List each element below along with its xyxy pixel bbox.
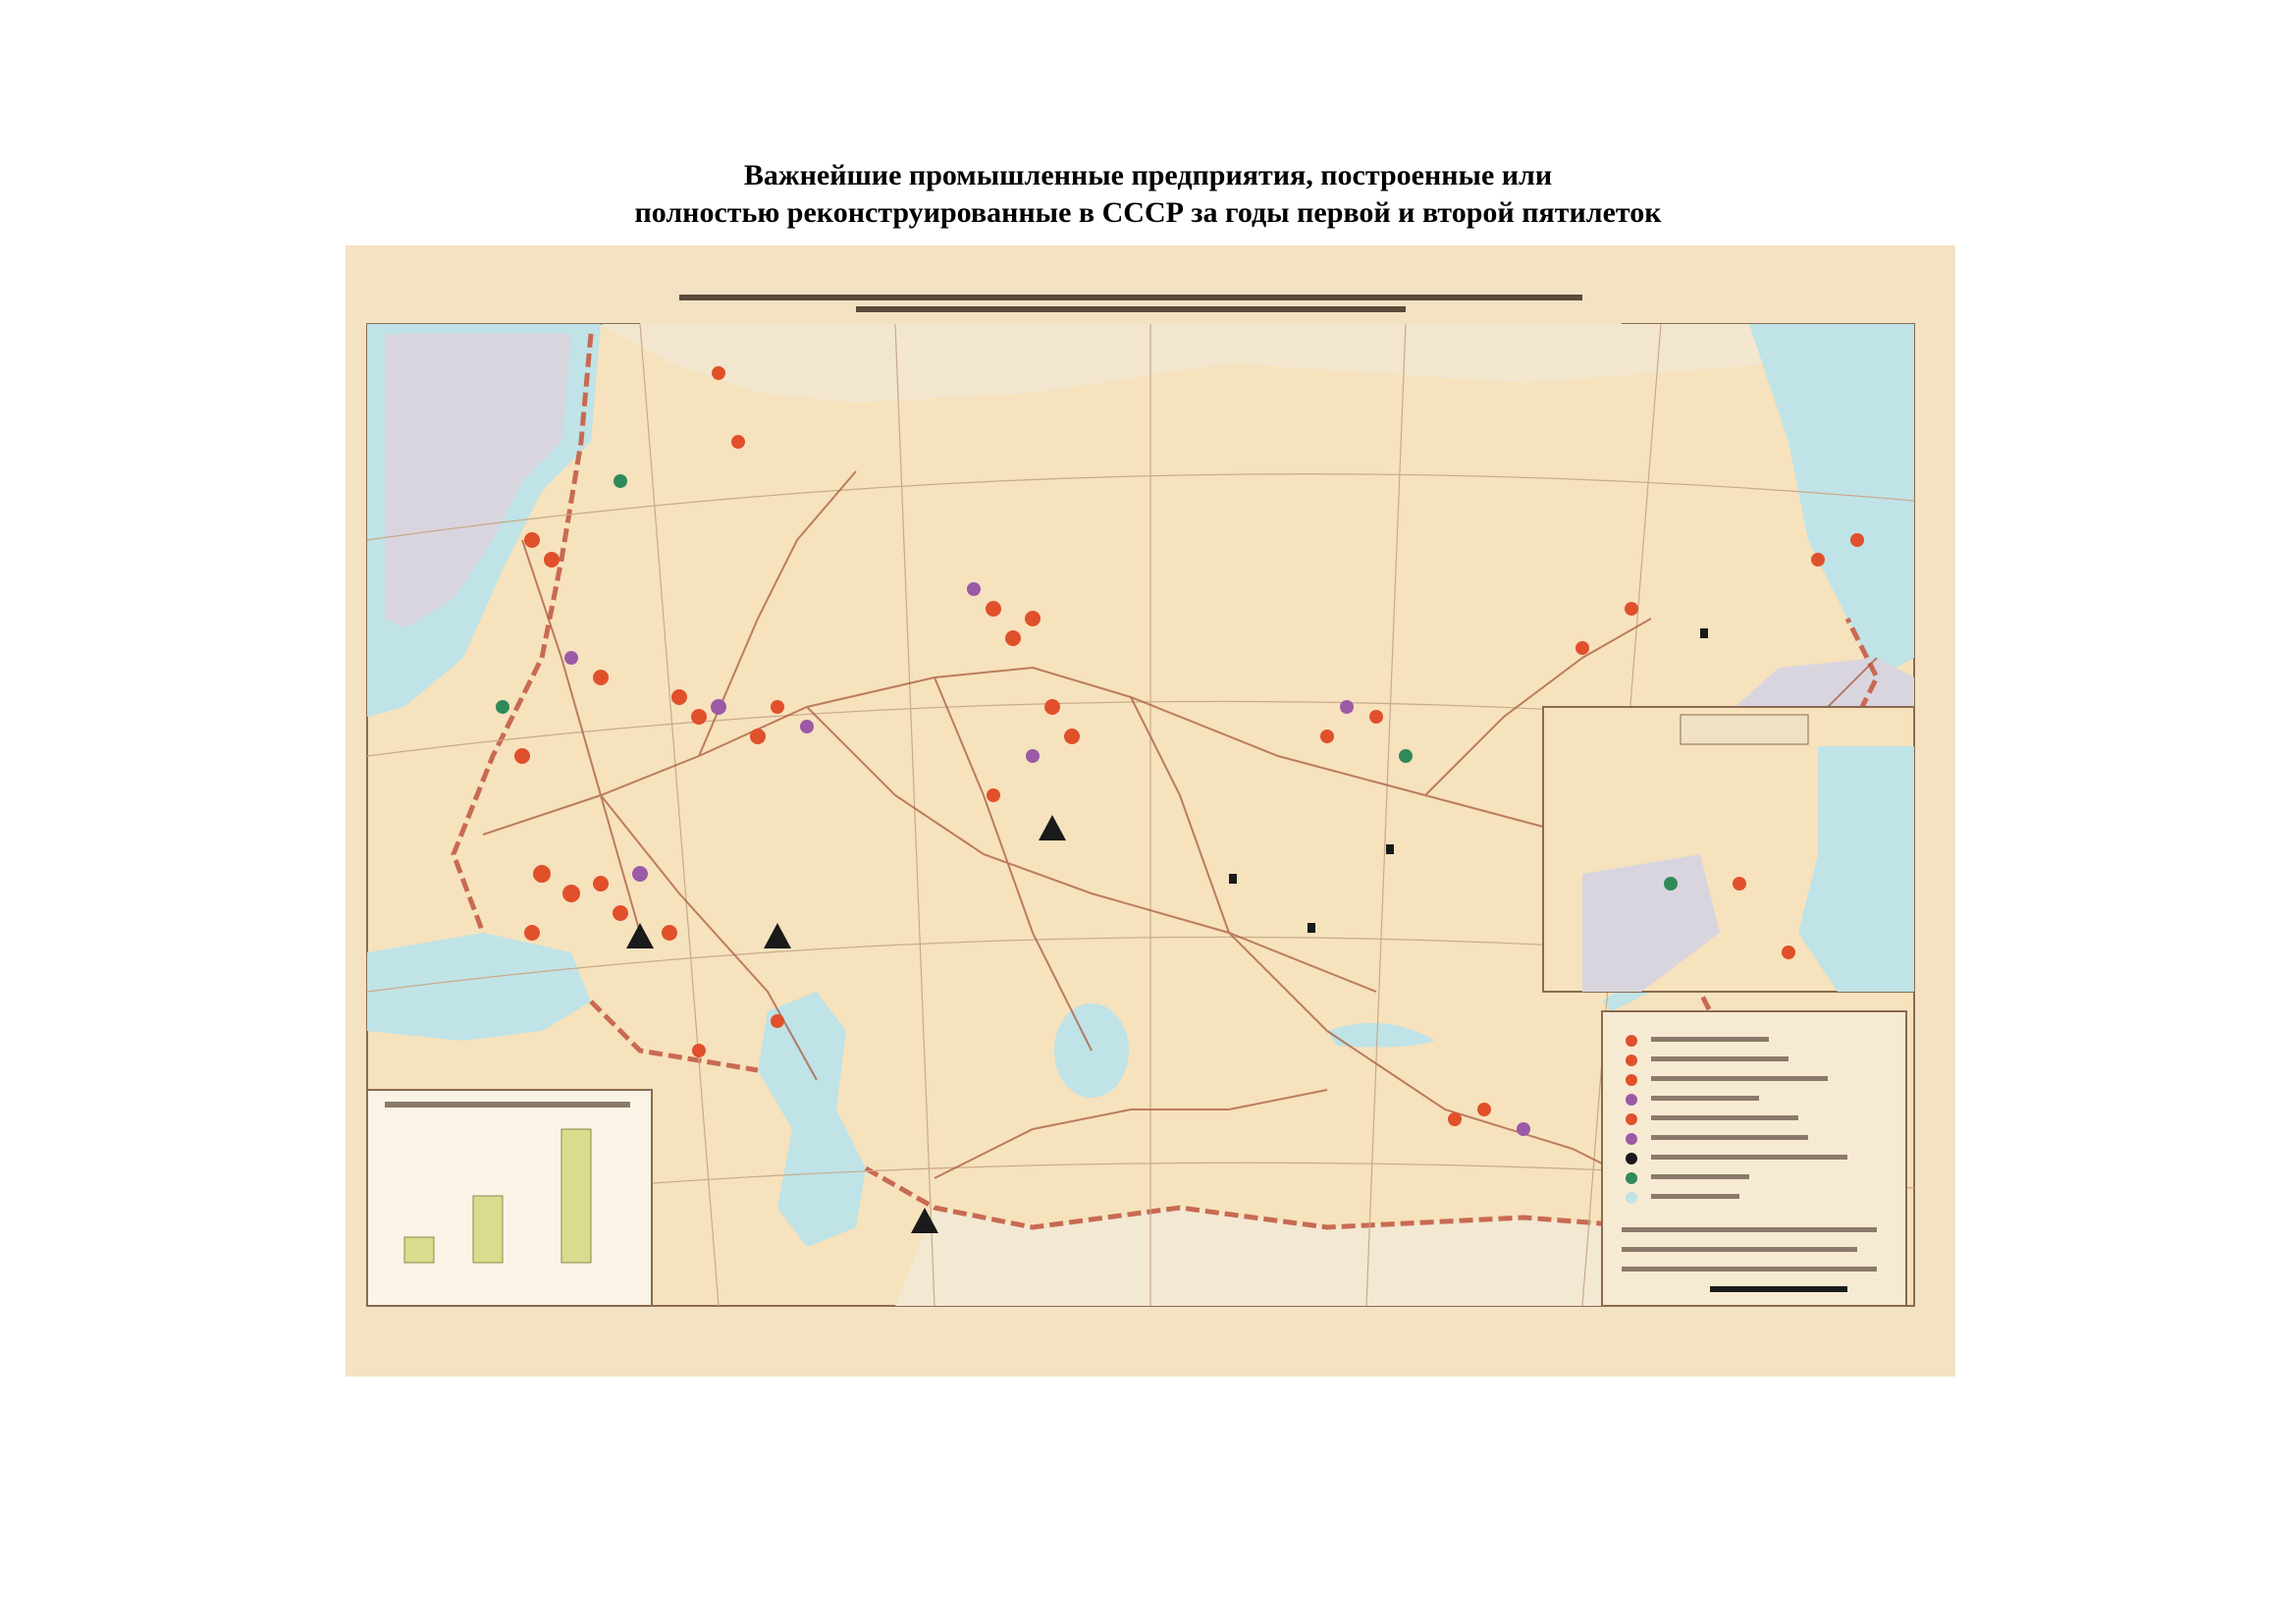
growth-bar-1: [403, 1236, 435, 1264]
black-sea: [367, 933, 591, 1041]
enterprise-marker-icon: [562, 885, 580, 902]
enterprise-marker-icon: [1320, 730, 1334, 743]
enterprise-marker-icon: [1369, 710, 1383, 724]
foreign-land-west: [385, 334, 571, 628]
enterprise-marker-icon: [1850, 533, 1864, 547]
growth-chart-title: [385, 1102, 630, 1108]
enterprise-marker-icon: [564, 651, 578, 665]
legend-text-lines: [1622, 1037, 1877, 1271]
scale-bar: [1710, 1286, 1847, 1292]
enterprise-marker-icon: [1517, 1122, 1530, 1136]
enterprise-marker-icon: [1340, 700, 1354, 714]
enterprise-marker-icon: [1477, 1103, 1491, 1116]
enterprise-marker-icon: [496, 700, 509, 714]
title-line-2: полностью реконструированные в СССР за г…: [634, 196, 1662, 229]
enterprise-marker-icon: [662, 925, 677, 941]
ussr-industry-map: [346, 245, 1955, 1377]
enterprise-marker-icon: [1044, 699, 1060, 715]
foreign-land-south: [895, 1208, 1739, 1306]
enterprise-markers: [496, 366, 1864, 1233]
mining-marker-icon: [1386, 844, 1394, 854]
enterprise-marker-icon: [524, 925, 540, 941]
enterprise-marker-icon: [1625, 602, 1638, 616]
balkhash-lake: [1327, 1023, 1435, 1048]
enterprise-marker-icon: [800, 720, 814, 733]
enterprise-marker-icon: [1399, 749, 1413, 763]
triangle-marker-icon: [1039, 815, 1066, 840]
enterprise-marker-icon: [614, 474, 627, 488]
enterprise-marker-icon: [544, 552, 560, 568]
enterprise-marker-icon: [1005, 630, 1021, 646]
enterprise-marker-icon: [1575, 641, 1589, 655]
growth-bar-3: [561, 1128, 592, 1264]
enterprise-marker-icon: [1782, 946, 1795, 959]
far-east-inset-foreign: [1582, 854, 1720, 992]
far-east-inset-title-box: [1680, 714, 1809, 745]
enterprise-marker-icon: [1664, 877, 1678, 891]
enterprise-marker-icon: [514, 748, 530, 764]
enterprise-marker-icon: [986, 601, 1001, 617]
enterprise-marker-icon: [711, 699, 726, 715]
enterprise-marker-icon: [1733, 877, 1746, 891]
enterprise-marker-icon: [967, 582, 981, 596]
legend-swatches: [1626, 1035, 1637, 1204]
enterprise-marker-icon: [1811, 553, 1825, 567]
enterprise-marker-icon: [712, 366, 725, 380]
enterprise-marker-icon: [632, 866, 648, 882]
growth-chart-inset: [366, 1089, 653, 1307]
enterprise-marker-icon: [1064, 729, 1080, 744]
enterprise-marker-icon: [1025, 611, 1041, 626]
mining-marker-icon: [1229, 874, 1237, 884]
caspian-sea: [758, 992, 866, 1247]
far-east-inset-sea: [1798, 746, 1914, 992]
enterprise-marker-icon: [1448, 1112, 1462, 1126]
title-line-1: Важнейшие промышленные предприятия, пост…: [743, 159, 1553, 191]
map-svg: [346, 245, 1955, 1377]
mining-marker-icon: [1700, 628, 1708, 638]
mining-marker-icon: [1308, 923, 1315, 933]
enterprise-marker-icon: [987, 788, 1000, 802]
enterprise-marker-icon: [524, 532, 540, 548]
enterprise-marker-icon: [691, 709, 707, 725]
growth-bar-2: [472, 1195, 504, 1264]
enterprise-marker-icon: [613, 905, 628, 921]
map-header-strip: [640, 285, 1622, 324]
map-header-text-lines: [679, 295, 1582, 312]
enterprise-marker-icon: [533, 865, 551, 883]
enterprise-marker-icon: [771, 1014, 784, 1028]
enterprise-marker-icon: [771, 700, 784, 714]
enterprise-marker-icon: [671, 689, 687, 705]
enterprise-marker-icon: [1026, 749, 1040, 763]
page-title: Важнейшие промышленные предприятия, пост…: [0, 157, 2296, 232]
triangle-marker-icon: [764, 923, 791, 948]
triangle-marker-icon: [626, 923, 654, 948]
enterprise-marker-icon: [593, 876, 609, 892]
enterprise-marker-icon: [750, 729, 766, 744]
graticule: [366, 323, 1915, 1307]
northern-ocean: [601, 324, 1914, 403]
enterprise-marker-icon: [692, 1044, 706, 1057]
triangle-marker-icon: [911, 1208, 938, 1233]
pacific-sea: [1749, 324, 1914, 677]
enterprise-marker-icon: [731, 435, 745, 449]
enterprise-marker-icon: [593, 670, 609, 685]
